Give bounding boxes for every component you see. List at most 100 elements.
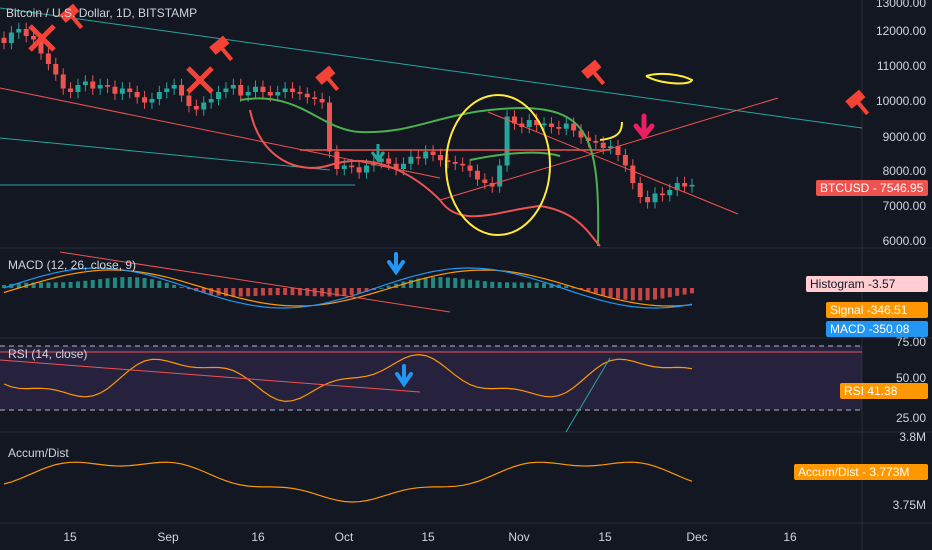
candle-body bbox=[16, 29, 22, 33]
macd-histogram-bar bbox=[482, 281, 487, 288]
macd-histogram-bar bbox=[112, 277, 117, 288]
candle-body bbox=[186, 95, 192, 106]
accum-title: Accum/Dist bbox=[8, 446, 69, 460]
macd-histogram-bar bbox=[431, 277, 436, 288]
candle-body bbox=[290, 88, 296, 92]
macd-histogram-bar bbox=[142, 278, 147, 288]
candle-body bbox=[267, 92, 273, 96]
candle-body bbox=[97, 85, 103, 89]
macd-histogram-bar bbox=[349, 288, 354, 295]
candle-body bbox=[90, 81, 96, 89]
candle-body bbox=[208, 99, 214, 103]
macd-histogram-bar bbox=[297, 288, 302, 296]
candle-body bbox=[23, 29, 29, 36]
chart-title: Bitcoin / U.S. Dollar, 1D, BITSTAMP bbox=[6, 6, 198, 20]
candle-body bbox=[526, 120, 532, 127]
macd-histogram-bar bbox=[497, 282, 502, 288]
macd-line-value: -350.08 bbox=[868, 322, 910, 336]
macd-histogram-bar bbox=[16, 283, 21, 288]
candle-body bbox=[341, 165, 347, 169]
macd-histogram-bar bbox=[246, 288, 251, 297]
macd-histogram-bar bbox=[564, 285, 569, 288]
macd-histogram-bar bbox=[682, 288, 687, 295]
hammer-icon bbox=[854, 98, 870, 116]
macd-histogram-bar bbox=[201, 288, 206, 294]
candle-body bbox=[193, 106, 199, 110]
macd-histogram-bar bbox=[379, 287, 384, 289]
macd-histogram-bar bbox=[408, 279, 413, 288]
candle-body bbox=[393, 163, 399, 169]
macd-histogram-bar bbox=[209, 288, 214, 295]
candle-body bbox=[378, 158, 384, 162]
time-axis-label: 16 bbox=[783, 530, 797, 544]
macd-histogram-bar bbox=[527, 282, 532, 288]
candle-body bbox=[1, 37, 7, 43]
time-axis-label: 15 bbox=[63, 530, 77, 544]
candle-body bbox=[134, 92, 140, 98]
macd-histogram-label: Histogram bbox=[810, 277, 865, 291]
down-arrow-icon bbox=[395, 364, 413, 388]
macd-histogram-bar bbox=[305, 288, 310, 296]
candle-body bbox=[534, 120, 540, 126]
hammer-icon bbox=[324, 74, 340, 92]
rsi-axis-75: 75.00 bbox=[895, 335, 926, 349]
candle-body bbox=[282, 88, 288, 92]
macd-line-tag: MACD -350.08 bbox=[826, 321, 928, 337]
macd-histogram-bar bbox=[98, 279, 103, 288]
candle-body bbox=[349, 165, 355, 168]
candle-body bbox=[630, 165, 636, 183]
macd-histogram-bar bbox=[645, 288, 650, 301]
rsi-line bbox=[3, 353, 693, 403]
macd-histogram-bar bbox=[260, 288, 265, 296]
macd-histogram-bar bbox=[283, 288, 288, 296]
macd-line bbox=[3, 267, 693, 309]
trend-line bbox=[439, 97, 779, 201]
macd-histogram-bar bbox=[253, 288, 258, 296]
candle-body bbox=[171, 85, 177, 89]
candle-body bbox=[445, 160, 451, 162]
macd-histogram-bar bbox=[75, 281, 80, 288]
hammer-icon bbox=[209, 35, 230, 55]
down-arrow-icon bbox=[370, 144, 386, 163]
candle-body bbox=[423, 151, 429, 159]
candle-body bbox=[415, 156, 421, 159]
candle-body bbox=[452, 162, 458, 164]
macd-histogram-bar bbox=[127, 277, 132, 288]
macd-histogram-bar bbox=[490, 281, 495, 288]
trend-line bbox=[0, 87, 441, 179]
time-axis-label: Dec bbox=[686, 530, 708, 544]
macd-signal-line bbox=[3, 269, 693, 307]
macd-histogram-bar bbox=[579, 288, 584, 290]
macd-signal-tag: Signal -346.51 bbox=[826, 302, 928, 318]
candle-body bbox=[319, 99, 325, 103]
candle-body bbox=[563, 123, 569, 129]
candle-body bbox=[578, 130, 584, 138]
down-arrow-icon bbox=[633, 113, 655, 141]
price-axis-label: 9000.00 bbox=[882, 130, 926, 144]
price-tag-symbol: BTCUSD bbox=[820, 181, 870, 195]
candle-body bbox=[312, 97, 318, 99]
candle-body bbox=[223, 88, 229, 92]
rsi-title: RSI (14, close) bbox=[8, 347, 88, 361]
macd-histogram-bar bbox=[172, 284, 177, 288]
macd-histogram-bar bbox=[31, 282, 36, 288]
down-arrow-icon bbox=[387, 252, 405, 276]
macd-histogram-bar bbox=[690, 288, 694, 294]
hammer-icon bbox=[59, 3, 80, 23]
hammer-icon bbox=[581, 59, 602, 79]
candle-body bbox=[400, 163, 406, 169]
macd-histogram-bar bbox=[275, 288, 280, 296]
macd-histogram-bar bbox=[445, 277, 450, 288]
trend-line bbox=[565, 357, 611, 433]
rsi-label: RSI bbox=[844, 384, 865, 398]
rsi-axis-50: 50.00 bbox=[895, 371, 926, 385]
candle-body bbox=[275, 92, 281, 96]
cross-marker bbox=[186, 66, 214, 94]
macd-histogram-bar bbox=[149, 279, 154, 288]
hammer-icon bbox=[218, 44, 234, 62]
macd-histogram-bar bbox=[334, 288, 339, 297]
candle-body bbox=[149, 99, 155, 103]
rsi-value: 41.38 bbox=[867, 384, 898, 398]
macd-histogram-bar bbox=[223, 288, 228, 297]
